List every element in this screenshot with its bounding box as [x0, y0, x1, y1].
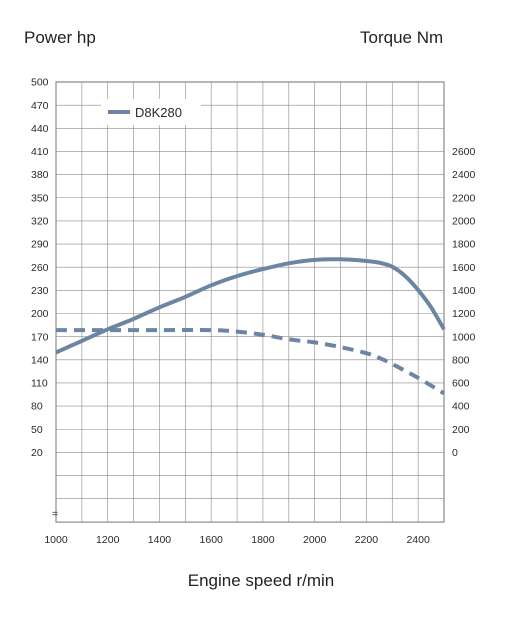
- right-tick-label: 0: [452, 447, 458, 459]
- right-tick-label: 1400: [452, 285, 476, 297]
- left-tick-label: 440: [31, 123, 49, 135]
- left-tick-label: 50: [31, 424, 43, 436]
- right-tick-label: 400: [452, 401, 470, 413]
- axis-break-marker: =: [52, 508, 58, 520]
- right-tick-label: 1600: [452, 262, 476, 274]
- x-tick-label: 1200: [96, 534, 120, 546]
- legend-label: D8K280: [135, 105, 182, 120]
- x-tick-label: 1600: [200, 534, 224, 546]
- right-tick-label: 1200: [452, 308, 476, 320]
- x-tick-label: 2200: [355, 534, 379, 546]
- x-tick-label: 1400: [148, 534, 172, 546]
- right-tick-label: 200: [452, 424, 470, 436]
- left-tick-label: 200: [31, 308, 49, 320]
- left-tick-label: 290: [31, 239, 49, 251]
- x-tick-label: 2400: [406, 534, 430, 546]
- right-tick-label: 2400: [452, 169, 476, 181]
- power-curve: [56, 327, 446, 396]
- torque-curve: [55, 257, 446, 355]
- right-tick-label: 2000: [452, 216, 476, 228]
- left-tick-label: 380: [31, 169, 49, 181]
- axes: 5004704404103803503202902602302001701401…: [31, 77, 476, 546]
- right-tick-label: 600: [452, 378, 470, 390]
- right-tick-label: 2200: [452, 192, 476, 204]
- left-tick-label: 110: [31, 378, 48, 390]
- series-layer: [55, 257, 446, 396]
- left-tick-label: 170: [31, 331, 49, 343]
- left-tick-label: 20: [31, 447, 43, 459]
- left-tick-label: 470: [31, 100, 49, 112]
- right-axis-title: Torque Nm: [360, 28, 444, 47]
- grid: [55, 81, 445, 523]
- x-tick-label: 2000: [303, 534, 327, 546]
- left-tick-label: 140: [31, 354, 49, 366]
- plot-frame: [55, 81, 445, 523]
- x-tick-label: 1800: [251, 534, 275, 546]
- left-tick-label: 260: [31, 262, 49, 274]
- left-tick-label: 230: [31, 285, 49, 297]
- right-tick-label: 800: [452, 354, 470, 366]
- right-tick-label: 2600: [452, 146, 476, 158]
- right-tick-label: 1800: [452, 239, 476, 251]
- left-tick-label: 80: [31, 401, 43, 413]
- x-tick-label: 1000: [44, 534, 68, 546]
- x-axis-title: Engine speed r/min: [187, 571, 335, 590]
- left-tick-label: 320: [31, 216, 49, 228]
- legend: D8K280: [101, 99, 201, 125]
- left-tick-label: 410: [31, 146, 49, 158]
- left-tick-label: 350: [31, 192, 49, 204]
- left-axis-title: Power hp: [24, 28, 96, 47]
- right-tick-label: 1000: [452, 331, 476, 343]
- left-tick-label: 500: [31, 77, 49, 89]
